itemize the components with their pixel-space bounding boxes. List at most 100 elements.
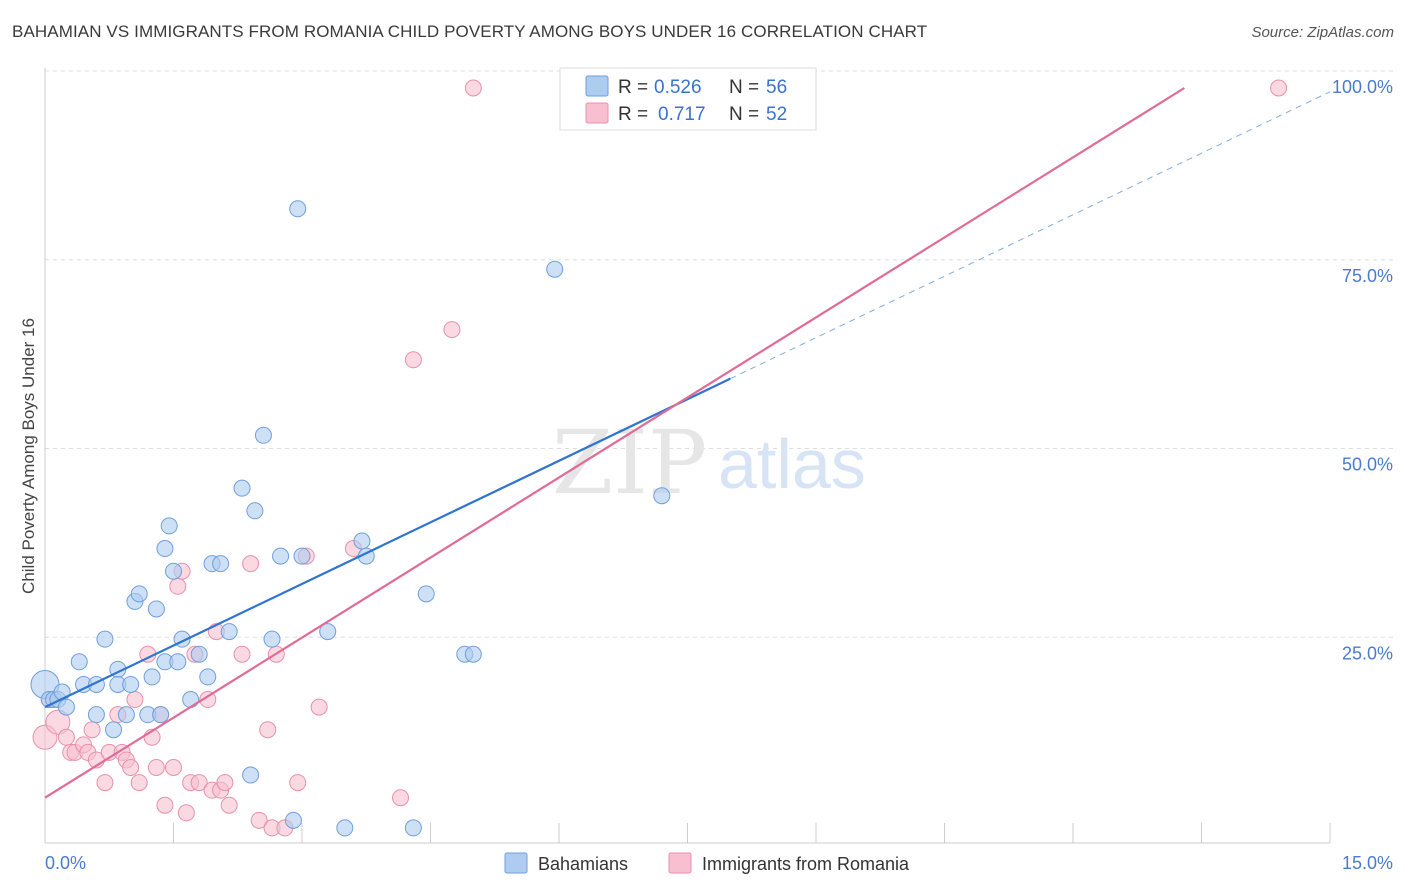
point-bahamians [190,645,208,663]
watermark-atlas: atlas [718,425,866,503]
point-bahamians [319,623,337,641]
legend-r-value-1: 0.526 [654,77,702,98]
point-bahamians [653,487,671,505]
point-romania [130,774,148,792]
legend-swatch-bahamians [585,75,609,97]
legend-n-label-2: N = [729,104,759,125]
point-romania [199,691,217,709]
point-romania [250,811,268,829]
legend-n-value-2: 52 [766,104,787,125]
y-tick-label: 25.0% [1342,643,1393,663]
bottom-legend-romania: Immigrants from Romania [702,854,910,874]
trend-line-romania [44,87,1185,799]
point-romania [126,691,144,709]
point-bahamians [87,706,105,724]
point-bahamians [254,426,272,444]
point-romania [57,728,75,746]
point-bahamians [105,721,123,739]
point-bahamians [220,623,238,641]
legend-swatch-romania [585,102,609,124]
point-bahamians [336,819,354,837]
point-bahamians [263,630,281,648]
chart-source: Source: ZipAtlas.com [1251,24,1394,41]
point-bahamians [122,675,140,693]
point-romania [165,759,182,776]
point-bahamians [130,585,148,603]
point-bahamians [152,706,170,724]
point-bahamians [353,532,371,550]
axes [44,68,1331,844]
point-romania [310,698,328,716]
bottom-legend-swatch-romania [668,852,692,874]
point-bahamians [182,691,200,709]
y-tick-label: 100.0% [1332,77,1393,97]
legend-r-label-1: R = [618,77,648,98]
point-bahamians [169,653,187,671]
point-romania [190,774,208,792]
point-romania [220,796,238,814]
point-bahamians [464,645,482,663]
y-axis-label: Child Poverty Among Boys Under 16 [19,318,38,594]
point-bahamians [165,562,182,580]
chart-title: BAHAMIAN VS IMMIGRANTS FROM ROMANIA CHIL… [12,22,928,41]
y-tick-label: 50.0% [1342,455,1393,475]
point-romania [242,555,260,573]
point-bahamians [272,547,290,565]
point-bahamians [284,811,302,829]
bottom-legend-bahamians: Bahamians [538,854,628,874]
watermark: ZIP atlas [552,411,866,514]
point-romania [1270,79,1288,97]
x-tick-labels: 0.0% 15.0% [45,853,1393,873]
trend-line-bahamians [44,377,731,709]
bottom-legend-swatch-bahamians [504,852,528,874]
point-bahamians [199,668,217,686]
x-tick-label: 0.0% [45,853,86,873]
top-legend: R = 0.526 N = 56 R = 0.717 N = 52 [559,67,817,131]
trend-line-bahamians-extension [730,91,1331,380]
grid-lines [45,70,1394,638]
bahamians-points [30,79,679,837]
point-romania [392,789,410,807]
point-romania [45,709,71,735]
point-romania [177,804,195,822]
point-romania [83,721,101,739]
point-romania [289,774,307,792]
point-romania [96,774,114,792]
point-bahamians [147,600,165,618]
point-romania [156,796,174,814]
point-bahamians [212,555,230,573]
point-romania [443,321,461,339]
legend-r-value-2: 0.717 [658,104,706,125]
point-romania [169,577,187,595]
point-bahamians [70,653,88,671]
point-bahamians [246,502,264,520]
point-bahamians [546,260,564,278]
legend-n-value-1: 56 [766,77,787,98]
point-bahamians [160,517,178,535]
point-bahamians [117,706,135,724]
point-bahamians [53,683,71,701]
bottom-legend: Bahamians Immigrants from Romania [504,852,910,874]
x-tick-label: 15.0% [1342,853,1393,873]
trend-lines [44,87,1331,799]
point-bahamians [293,547,311,565]
point-bahamians [404,819,422,837]
point-romania [404,351,422,369]
point-bahamians [289,200,307,218]
point-romania [259,721,277,739]
y-tick-label: 75.0% [1342,266,1393,286]
point-bahamians [242,766,260,784]
legend-r-label-2: R = [618,104,648,125]
point-romania [464,79,482,97]
point-bahamians [156,540,174,558]
point-bahamians [143,668,161,686]
point-romania [122,759,140,776]
point-bahamians [96,630,114,648]
legend-n-label-1: N = [729,77,759,98]
point-romania [233,645,251,663]
point-romania [216,774,234,792]
point-bahamians [57,698,75,716]
point-romania [147,759,165,776]
point-bahamians [417,585,435,603]
